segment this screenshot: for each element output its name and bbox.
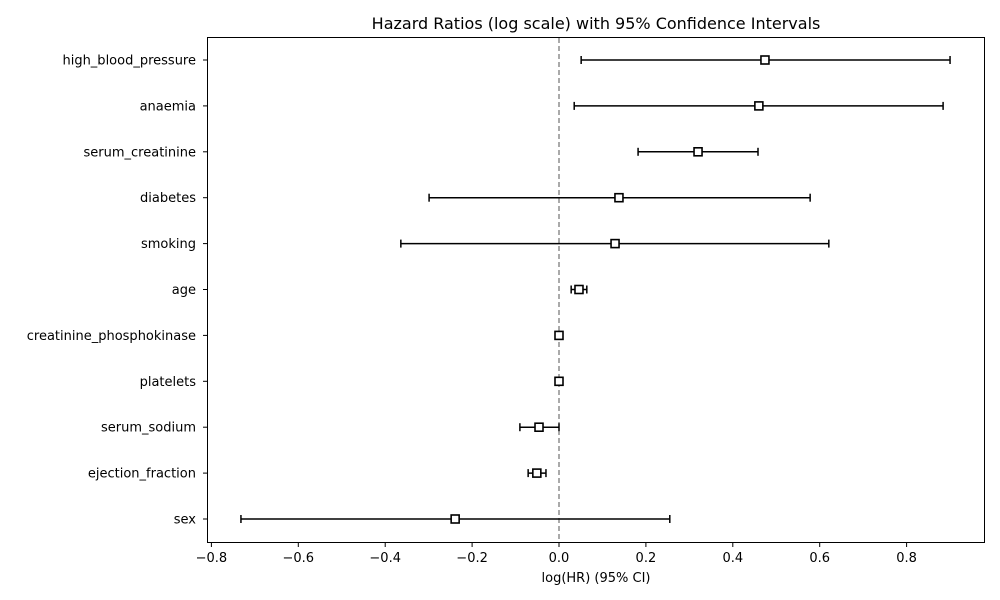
y-tick-label: age (172, 283, 196, 298)
data-point-sex (240, 514, 671, 524)
point-marker (532, 468, 542, 478)
x-tick-label: 0.0 (549, 551, 570, 566)
y-tick-label: diabetes (140, 191, 196, 206)
plot-area (240, 38, 951, 542)
y-tick-label: sex (174, 513, 197, 528)
x-tick-label: 0.8 (896, 551, 917, 566)
y-tick-label: platelets (140, 375, 197, 390)
data-point-smoking (400, 238, 830, 249)
y-tick-label: creatinine_phosphokinase (27, 329, 196, 344)
point-marker (610, 238, 620, 249)
data-point-serum_creatinine (637, 147, 759, 157)
data-point-anaemia (573, 101, 944, 111)
plot-frame (207, 37, 985, 543)
x-axis-label: log(HR) (95% CI) (542, 571, 651, 586)
x-tick-label: 0.4 (722, 551, 743, 566)
chart-title: Hazard Ratios (log scale) with 95% Confi… (372, 14, 821, 33)
data-point-creatinine_phosphokinase (554, 330, 564, 341)
point-marker (450, 514, 460, 524)
data-point-ejection_fraction (527, 468, 547, 478)
data-point-serum_sodium (519, 422, 560, 433)
x-tick-label: 0.2 (636, 551, 657, 566)
data-point-age (570, 284, 588, 295)
data-point-diabetes (428, 192, 811, 203)
point-marker (574, 284, 584, 295)
point-marker (693, 147, 703, 157)
x-tick-label: −0.2 (456, 551, 488, 566)
x-tick-label: −0.8 (196, 551, 228, 566)
point-marker (754, 101, 764, 111)
x-tick-label: −0.4 (369, 551, 401, 566)
point-marker (614, 192, 624, 203)
y-tick-label: ejection_fraction (88, 467, 196, 482)
point-marker (554, 376, 564, 387)
y-tick-label: serum_sodium (101, 421, 196, 436)
point-marker (554, 330, 564, 341)
x-tick-label: −0.6 (283, 551, 315, 566)
x-axis: −0.8 −0.6 −0.4 −0.2 0.0 0.2 0.4 0.6 0.8 (196, 542, 917, 566)
y-tick-label: anaemia (140, 99, 196, 114)
y-tick-label: serum_creatinine (84, 145, 197, 160)
data-point-platelets (554, 376, 564, 387)
point-marker (760, 55, 770, 65)
y-tick-label: smoking (141, 237, 196, 252)
y-tick-label: high_blood_pressure (62, 54, 196, 69)
x-tick-label: 0.6 (809, 551, 830, 566)
point-marker (534, 422, 544, 433)
data-point-high_blood_pressure (580, 55, 951, 65)
